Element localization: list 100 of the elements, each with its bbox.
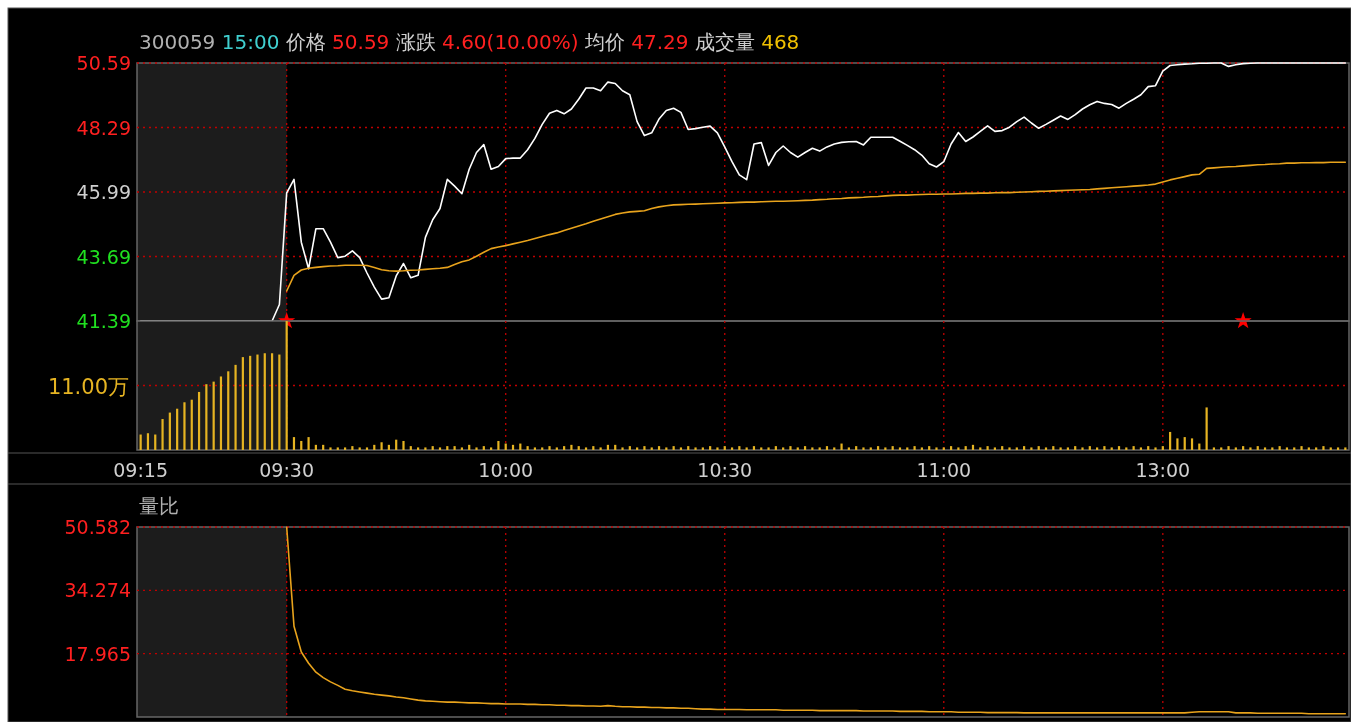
bar	[599, 447, 602, 450]
bar	[183, 402, 186, 450]
bar	[438, 447, 442, 450]
bar	[1183, 437, 1186, 450]
bar	[796, 447, 799, 450]
text: 11.00万	[47, 374, 129, 399]
bar	[1030, 447, 1033, 450]
bar	[920, 447, 923, 450]
bar	[1336, 447, 1340, 450]
y-tick-label: 48.29	[76, 116, 131, 139]
bar	[716, 447, 719, 450]
bar	[1008, 447, 1011, 450]
bar	[161, 419, 164, 450]
x-tick-label: 09:15	[113, 459, 169, 481]
chart-title: 量比	[139, 494, 179, 518]
bar	[417, 447, 420, 450]
bar	[1205, 407, 1208, 450]
y-tick-label: 43.69	[76, 245, 131, 268]
bar	[227, 371, 230, 450]
bar	[913, 446, 916, 450]
x-tick-label: 10:00	[478, 459, 534, 481]
bar	[475, 447, 478, 450]
bar	[1271, 447, 1274, 450]
bar	[1234, 447, 1237, 450]
bar	[621, 447, 624, 450]
bar	[307, 437, 310, 450]
bar	[694, 447, 697, 450]
bar	[1110, 447, 1113, 450]
bar	[533, 447, 537, 450]
y-tick-label: 50.582	[64, 516, 131, 538]
bar	[745, 447, 748, 450]
bar	[314, 444, 317, 450]
x-tick-label: 11:00	[916, 459, 972, 481]
bar	[168, 412, 171, 450]
bar	[993, 447, 996, 450]
bar	[1293, 447, 1296, 450]
bar	[197, 391, 201, 450]
bar	[1263, 447, 1267, 450]
bar	[460, 447, 463, 450]
bar	[869, 447, 872, 450]
bar	[212, 381, 215, 450]
x-tick-label: 13:00	[1135, 459, 1191, 481]
bar	[570, 444, 573, 450]
y-tick-label: 50.59	[76, 52, 131, 74]
bar	[606, 444, 610, 450]
bar	[1212, 447, 1216, 450]
line-series	[285, 161, 1347, 292]
bar	[176, 408, 179, 450]
bar	[767, 447, 770, 450]
bar	[1154, 447, 1157, 450]
bar	[650, 447, 653, 450]
bar	[146, 433, 150, 450]
bar	[373, 444, 376, 450]
bar	[358, 447, 361, 450]
chart-title: 300059 15:00 价格 50.59 涨跌 4.60(10.00%) 均价 47.29 成交量 468	[139, 30, 800, 54]
bar	[1044, 447, 1048, 450]
bar	[490, 447, 493, 450]
bar	[343, 447, 347, 450]
x-tick-label: 10:30	[697, 459, 753, 481]
bar	[701, 447, 704, 450]
bar	[1139, 447, 1143, 450]
bar	[760, 447, 763, 450]
bar	[898, 447, 902, 450]
bar	[789, 446, 792, 450]
bar	[1190, 438, 1194, 450]
y-tick-label: 34.274	[64, 579, 131, 602]
bar	[906, 447, 909, 450]
bar	[884, 447, 887, 450]
bar	[614, 444, 617, 450]
bar	[424, 447, 427, 450]
bar	[190, 399, 193, 450]
y-tick-label: 41.39	[76, 310, 131, 332]
bar	[1103, 446, 1106, 450]
x-tick-label: 09:30	[259, 459, 315, 481]
bar	[1059, 447, 1062, 450]
bar	[665, 447, 668, 450]
bar	[1285, 447, 1289, 450]
bar	[270, 353, 274, 450]
bar	[1169, 431, 1172, 450]
bar	[292, 437, 296, 450]
bar	[1344, 447, 1347, 450]
bar	[497, 440, 500, 450]
bar	[387, 444, 390, 450]
bar	[833, 447, 836, 450]
bar	[730, 447, 734, 450]
bar	[811, 447, 814, 450]
bar	[1227, 446, 1230, 450]
bar	[1096, 447, 1099, 450]
bar	[862, 447, 865, 450]
bar	[219, 376, 223, 450]
bar	[234, 364, 237, 450]
bar	[1081, 447, 1084, 450]
bar	[1322, 446, 1325, 450]
bar	[1329, 447, 1332, 450]
bar	[336, 447, 339, 450]
bar	[380, 442, 383, 450]
bar	[636, 447, 639, 450]
bar	[818, 447, 821, 450]
bar	[511, 444, 515, 450]
bar	[1066, 447, 1069, 450]
